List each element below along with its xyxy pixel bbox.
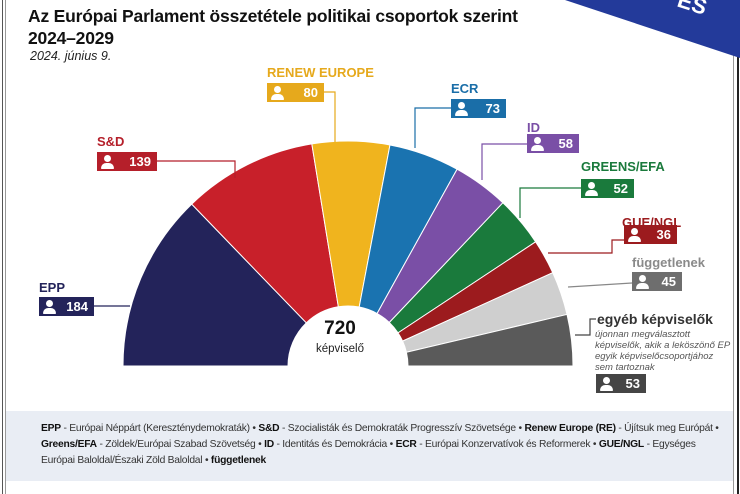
- legend-box: EPP - Európai Néppárt (Kereszténydemokra…: [6, 411, 733, 481]
- label-egy-b-k-pvisel-k: egyéb képviselők: [597, 311, 713, 327]
- legend-abbr: EPP: [41, 423, 61, 434]
- chart-title-line2: 2024–2029: [28, 28, 114, 48]
- legend-desc: - Európai Konzervatívok és Reformerek: [416, 439, 591, 450]
- legend-desc: - Identitás és Demokrácia: [273, 439, 388, 450]
- legend-entry: EPP - Európai Néppárt (Kereszténydemokra…: [41, 423, 250, 434]
- chart-date: 2024. június 9.: [30, 49, 112, 63]
- segment-egy-b-k-pvisel-k: [405, 313, 574, 367]
- legend-entry: • ECR - Európai Konzervatívok és Reforme…: [387, 439, 591, 450]
- person-icon: [632, 272, 654, 291]
- leader-line-s-d: [157, 160, 236, 178]
- seat-count-greens-efa: 52: [613, 181, 628, 196]
- frame-border-left: [2, 0, 3, 494]
- legend-desc: - Újítsuk meg Európát: [615, 423, 713, 434]
- frame-border-left-inner: [5, 0, 6, 494]
- label-s-d: S&D: [97, 134, 125, 149]
- person-icon: [267, 83, 289, 102]
- leader-line-gue-ngl: [548, 239, 624, 254]
- legend-entry: • GUE/NGL - Egységes Európai Baloldal/És…: [41, 439, 696, 466]
- total-seats-label: képviselő: [316, 343, 364, 355]
- seat-count-renew-europe: 80: [303, 85, 318, 100]
- legend-entry: • ID - Identitás és Demokrácia: [255, 439, 388, 450]
- legend-abbr: S&D: [258, 423, 280, 434]
- leader-line-egy-b-k-pvisel-k: [575, 318, 596, 336]
- label-renew-europe: RENEW EUROPE: [267, 65, 374, 80]
- chart-title: Az Európai Parlament összetétele politik…: [28, 5, 518, 49]
- leader-line-renew-europe: [324, 91, 336, 142]
- person-icon: [581, 179, 603, 198]
- legend-text: EPP - Európai Néppárt (Kereszténydemokra…: [41, 421, 731, 469]
- legend-entry: • S&D - Szocialisták és Demokraták Progr…: [249, 423, 516, 434]
- corner-banner: ES: [565, 0, 740, 58]
- badge-egy-b-k-pvisel-k: 53: [596, 374, 646, 393]
- legend-desc: - Egységes Európai Baloldal/Északi Zöld …: [41, 439, 696, 466]
- label-id: ID: [527, 120, 540, 135]
- chart-title-line1: Az Európai Parlament összetétele politik…: [28, 6, 518, 26]
- frame-border-right: [737, 55, 739, 494]
- parliament-chart: [94, 91, 633, 367]
- seat-count-epp: 184: [66, 299, 88, 314]
- person-icon: [596, 374, 618, 393]
- label-greens-efa: GREENS/EFA: [581, 159, 665, 174]
- legend-entry: • Renew Europe (RE) - Újítsuk meg Európá…: [515, 423, 713, 434]
- person-icon: [527, 134, 549, 153]
- segment-epp: [122, 203, 308, 367]
- leader-line-greens-efa: [519, 187, 581, 218]
- person-icon: [39, 297, 61, 316]
- badge-greens-efa: 52: [581, 179, 634, 198]
- label-f-ggetlenek: függetlenek: [632, 255, 705, 270]
- legend-abbr: Greens/EFA: [41, 439, 97, 450]
- badge-epp: 184: [39, 297, 94, 316]
- legend-entry: • Greens/EFA - Zöldek/Európai Szabad Szö…: [41, 423, 719, 450]
- legend-abbr: ID: [264, 439, 274, 450]
- badge-f-ggetlenek: 45: [632, 272, 682, 291]
- leader-line-id: [481, 143, 527, 180]
- corner-banner-shape: [565, 0, 740, 58]
- person-icon: [624, 225, 646, 244]
- legend-desc: - Zöldek/Európai Szabad Szövetség: [96, 439, 256, 450]
- seat-count-gue-ngl: 36: [656, 227, 671, 242]
- seat-count-f-ggetlenek: 45: [661, 274, 676, 289]
- legend-entry: • függetlenek: [202, 455, 266, 466]
- legend-desc: - Szocialisták és Demokraták Progresszív…: [279, 423, 516, 434]
- legend-abbr: ECR: [395, 439, 417, 450]
- legend-abbr: GUE/NGL: [598, 439, 644, 450]
- leader-line-f-ggetlenek: [567, 282, 633, 288]
- label-epp: EPP: [39, 280, 66, 295]
- other-members-description: újonnan megválasztott képviselők, akik a…: [595, 329, 730, 373]
- badge-s-d: 139: [97, 152, 157, 171]
- badge-id: 58: [527, 134, 579, 153]
- seat-count-ecr: 73: [485, 101, 500, 116]
- seat-count-egy-b-k-pvisel-k: 53: [625, 376, 640, 391]
- seat-count-s-d: 139: [129, 154, 151, 169]
- legend-desc: - Európai Néppárt (Kereszténydemokraták): [60, 423, 250, 434]
- seat-count-id: 58: [558, 136, 573, 151]
- person-icon: [97, 152, 119, 171]
- frame-border-right-inner: [733, 55, 734, 494]
- total-seats: 720: [324, 318, 356, 339]
- person-icon: [451, 99, 473, 118]
- badge-gue-ngl: 36: [624, 225, 677, 244]
- label-ecr: ECR: [451, 81, 479, 96]
- badge-ecr: 73: [451, 99, 506, 118]
- badge-renew-europe: 80: [267, 83, 324, 102]
- segment-s-d: [190, 143, 339, 324]
- leader-line-ecr: [414, 107, 451, 148]
- legend-abbr: Renew Europe (RE): [524, 423, 616, 434]
- legend-abbr: függetlenek: [210, 455, 266, 466]
